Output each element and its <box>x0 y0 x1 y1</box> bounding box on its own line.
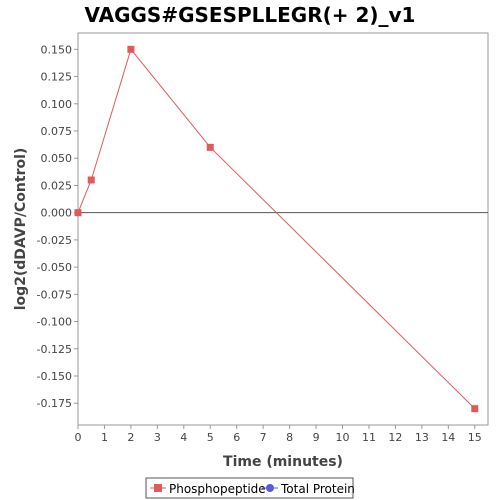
data-point-phosphopeptide <box>471 405 479 413</box>
y-tick-label: 0.025 <box>41 179 73 192</box>
x-tick-label: 2 <box>127 431 134 444</box>
y-tick-label: -0.175 <box>37 397 72 410</box>
chart-title: VAGGS#GSESPLLEGR(+ 2)_v1 <box>85 3 416 27</box>
y-axis: 0.150 0.125 0.100 0.075 0.050 0.025 0.000 -0.02… <box>37 43 78 410</box>
x-tick-label: 4 <box>180 431 187 444</box>
y-tick-label: -0.125 <box>37 343 72 356</box>
data-point-phosphopeptide <box>206 143 214 151</box>
x-tick-label: 15 <box>468 431 482 444</box>
x-tick-label: 7 <box>260 431 267 444</box>
x-tick-label: 5 <box>207 431 214 444</box>
legend-marker-phosphopeptide <box>154 484 162 492</box>
legend-marker-total-protein <box>266 484 274 492</box>
x-tick-label: 10 <box>336 431 350 444</box>
y-tick-label: 0.075 <box>41 125 73 138</box>
data-point-phosphopeptide <box>87 176 95 184</box>
legend-label-phosphopeptide: Phosphopeptide <box>169 482 266 496</box>
data-point-phosphopeptide <box>74 209 82 217</box>
legend-box <box>145 477 354 499</box>
y-tick-label: -0.050 <box>37 261 72 274</box>
x-tick-label: 3 <box>154 431 161 444</box>
y-tick-label: -0.075 <box>37 288 72 301</box>
plot-area <box>77 32 489 426</box>
x-tick-label: 14 <box>441 431 455 444</box>
y-tick-label: 0.150 <box>41 43 73 56</box>
x-tick-label: 8 <box>286 431 293 444</box>
x-tick-label: 13 <box>415 431 429 444</box>
x-tick-label: 1 <box>101 431 108 444</box>
y-tick-label: 0.125 <box>41 71 73 84</box>
legend: Phosphopeptide Total Protein <box>145 477 355 499</box>
y-tick-label: 0.050 <box>41 152 73 165</box>
y-tick-label: 0.000 <box>41 207 73 220</box>
y-tick-label: -0.150 <box>37 370 72 383</box>
y-axis-label: log2(dDAVP/Control) <box>13 148 29 311</box>
x-axis-label: Time (minutes) <box>223 454 343 470</box>
x-tick-label: 0 <box>75 431 82 444</box>
x-axis: 0 1 2 3 4 5 6 7 8 9 10 11 12 13 14 15 <box>75 425 482 444</box>
x-tick-label: 9 <box>313 431 320 444</box>
y-tick-label: -0.100 <box>37 316 72 329</box>
x-tick-label: 11 <box>362 431 376 444</box>
x-tick-label: 12 <box>388 431 402 444</box>
legend-label-total-protein: Total Protein <box>280 482 355 496</box>
y-tick-label: 0.100 <box>41 98 73 111</box>
series-layer <box>74 45 479 413</box>
data-point-phosphopeptide <box>127 45 135 53</box>
y-tick-label: -0.025 <box>37 234 72 247</box>
x-tick-label: 6 <box>233 431 240 444</box>
